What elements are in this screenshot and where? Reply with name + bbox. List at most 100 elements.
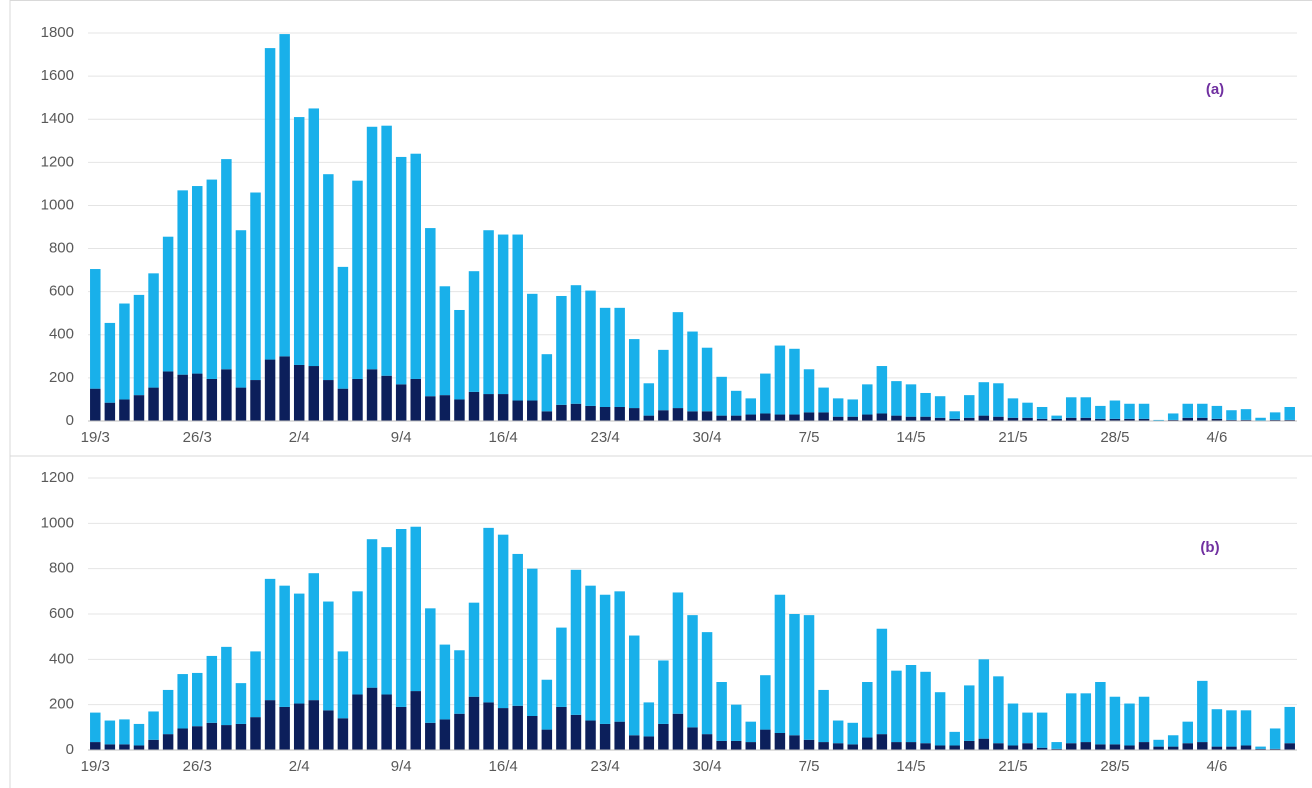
bar-segment <box>410 526 421 692</box>
bar-segment <box>119 719 130 745</box>
bar-segment <box>133 723 145 746</box>
x-tick-label: 9/4 <box>391 429 412 446</box>
bar-segment <box>381 375 392 421</box>
bar-segment <box>1284 743 1295 750</box>
bar-segment <box>891 742 902 750</box>
bar-segment <box>279 34 290 357</box>
bar-segment <box>876 413 888 421</box>
bar-segment <box>818 387 829 413</box>
bar-segment <box>556 295 567 405</box>
bar-segment <box>264 359 276 421</box>
bar-segment <box>148 273 159 388</box>
bar-segment <box>308 366 320 421</box>
bar-segment <box>891 381 902 416</box>
bar-segment <box>832 398 844 417</box>
bar-segment <box>1080 742 1092 750</box>
bar-segment <box>949 745 960 750</box>
y-tick-label: 0 <box>66 412 74 429</box>
bar-segment <box>512 705 523 750</box>
bar-segment <box>104 744 116 750</box>
bar-segment <box>133 395 145 421</box>
bar-segment <box>1269 748 1281 750</box>
bar-segment <box>1197 742 1208 750</box>
bar-segment <box>964 417 975 421</box>
bar-segment <box>658 349 669 411</box>
bar-segment <box>468 391 480 421</box>
bar-segment <box>119 399 130 421</box>
bar-segment <box>1095 405 1106 419</box>
x-tick-label: 21/5 <box>998 429 1027 446</box>
bar-segment <box>1182 417 1193 421</box>
bar-segment <box>1124 418 1135 421</box>
bar-segment <box>876 734 888 750</box>
bar-segment <box>337 388 349 421</box>
x-tick-label: 30/4 <box>692 429 721 446</box>
bar-segment <box>279 585 290 707</box>
bar-segment <box>425 396 436 421</box>
bar-segment <box>905 384 917 417</box>
x-tick-label: 23/4 <box>591 758 620 775</box>
bar-segment <box>541 411 553 421</box>
bar-segment <box>599 406 611 421</box>
bar-segment <box>570 714 582 750</box>
bar-segment <box>978 382 990 416</box>
bar-segment <box>192 726 203 750</box>
bar-segment <box>1255 746 1266 749</box>
y-tick-label: 1400 <box>41 110 74 127</box>
bar-segment <box>774 594 786 733</box>
bar-segment <box>235 387 247 421</box>
bar-segment <box>527 400 538 421</box>
bar-segment <box>1240 745 1252 750</box>
bar-segment <box>876 628 888 735</box>
x-tick-label: 7/5 <box>799 429 820 446</box>
bar-segment <box>439 286 451 396</box>
bar-segment <box>366 687 378 750</box>
bar-segment <box>672 713 684 750</box>
bar-segment <box>599 594 611 724</box>
bar-segment <box>1051 748 1062 750</box>
bar-segment <box>177 374 188 421</box>
bar-segment <box>730 704 742 741</box>
bar-segment <box>701 347 713 412</box>
bar-segment <box>832 720 844 744</box>
bar-segment <box>410 153 421 379</box>
x-tick-label: 4/6 <box>1206 429 1227 446</box>
bar-segment <box>978 738 990 750</box>
bar-segment <box>221 725 232 750</box>
bar-segment <box>1211 418 1223 421</box>
bar-segment <box>1269 412 1281 420</box>
bar-segment <box>1255 417 1266 421</box>
bar-segment <box>90 269 101 389</box>
bar-segment <box>221 159 232 370</box>
x-tick-label: 26/3 <box>183 429 212 446</box>
bar-segment <box>1036 712 1048 748</box>
bar-segment <box>643 702 655 737</box>
bar-segment <box>1197 680 1208 743</box>
bar-segment <box>672 592 684 714</box>
bar-segment <box>410 691 421 750</box>
x-tick-label: 14/5 <box>896 758 925 775</box>
bar-segment <box>1124 403 1135 419</box>
bar-segment <box>964 740 975 750</box>
bar-segment <box>964 395 975 418</box>
x-tick-label: 26/3 <box>183 758 212 775</box>
bar-segment <box>192 373 203 421</box>
bar-segment <box>701 411 713 421</box>
bar-segment <box>1095 418 1106 421</box>
bar-segment <box>1211 746 1223 750</box>
bar-segment <box>993 676 1004 744</box>
bar-segment <box>148 387 159 421</box>
bar-segment <box>308 108 320 367</box>
bar-segment <box>381 125 392 376</box>
x-tick-label: 16/4 <box>489 429 518 446</box>
bar-segment <box>1167 413 1179 420</box>
bar-segment <box>381 694 392 750</box>
bar-segment <box>1167 419 1179 421</box>
bar-segment <box>323 710 334 750</box>
bar-segment <box>934 692 946 746</box>
x-tick-label: 28/5 <box>1100 429 1129 446</box>
bar-segment <box>483 230 494 395</box>
bar-segment <box>104 322 116 403</box>
bar-segment <box>250 651 261 718</box>
